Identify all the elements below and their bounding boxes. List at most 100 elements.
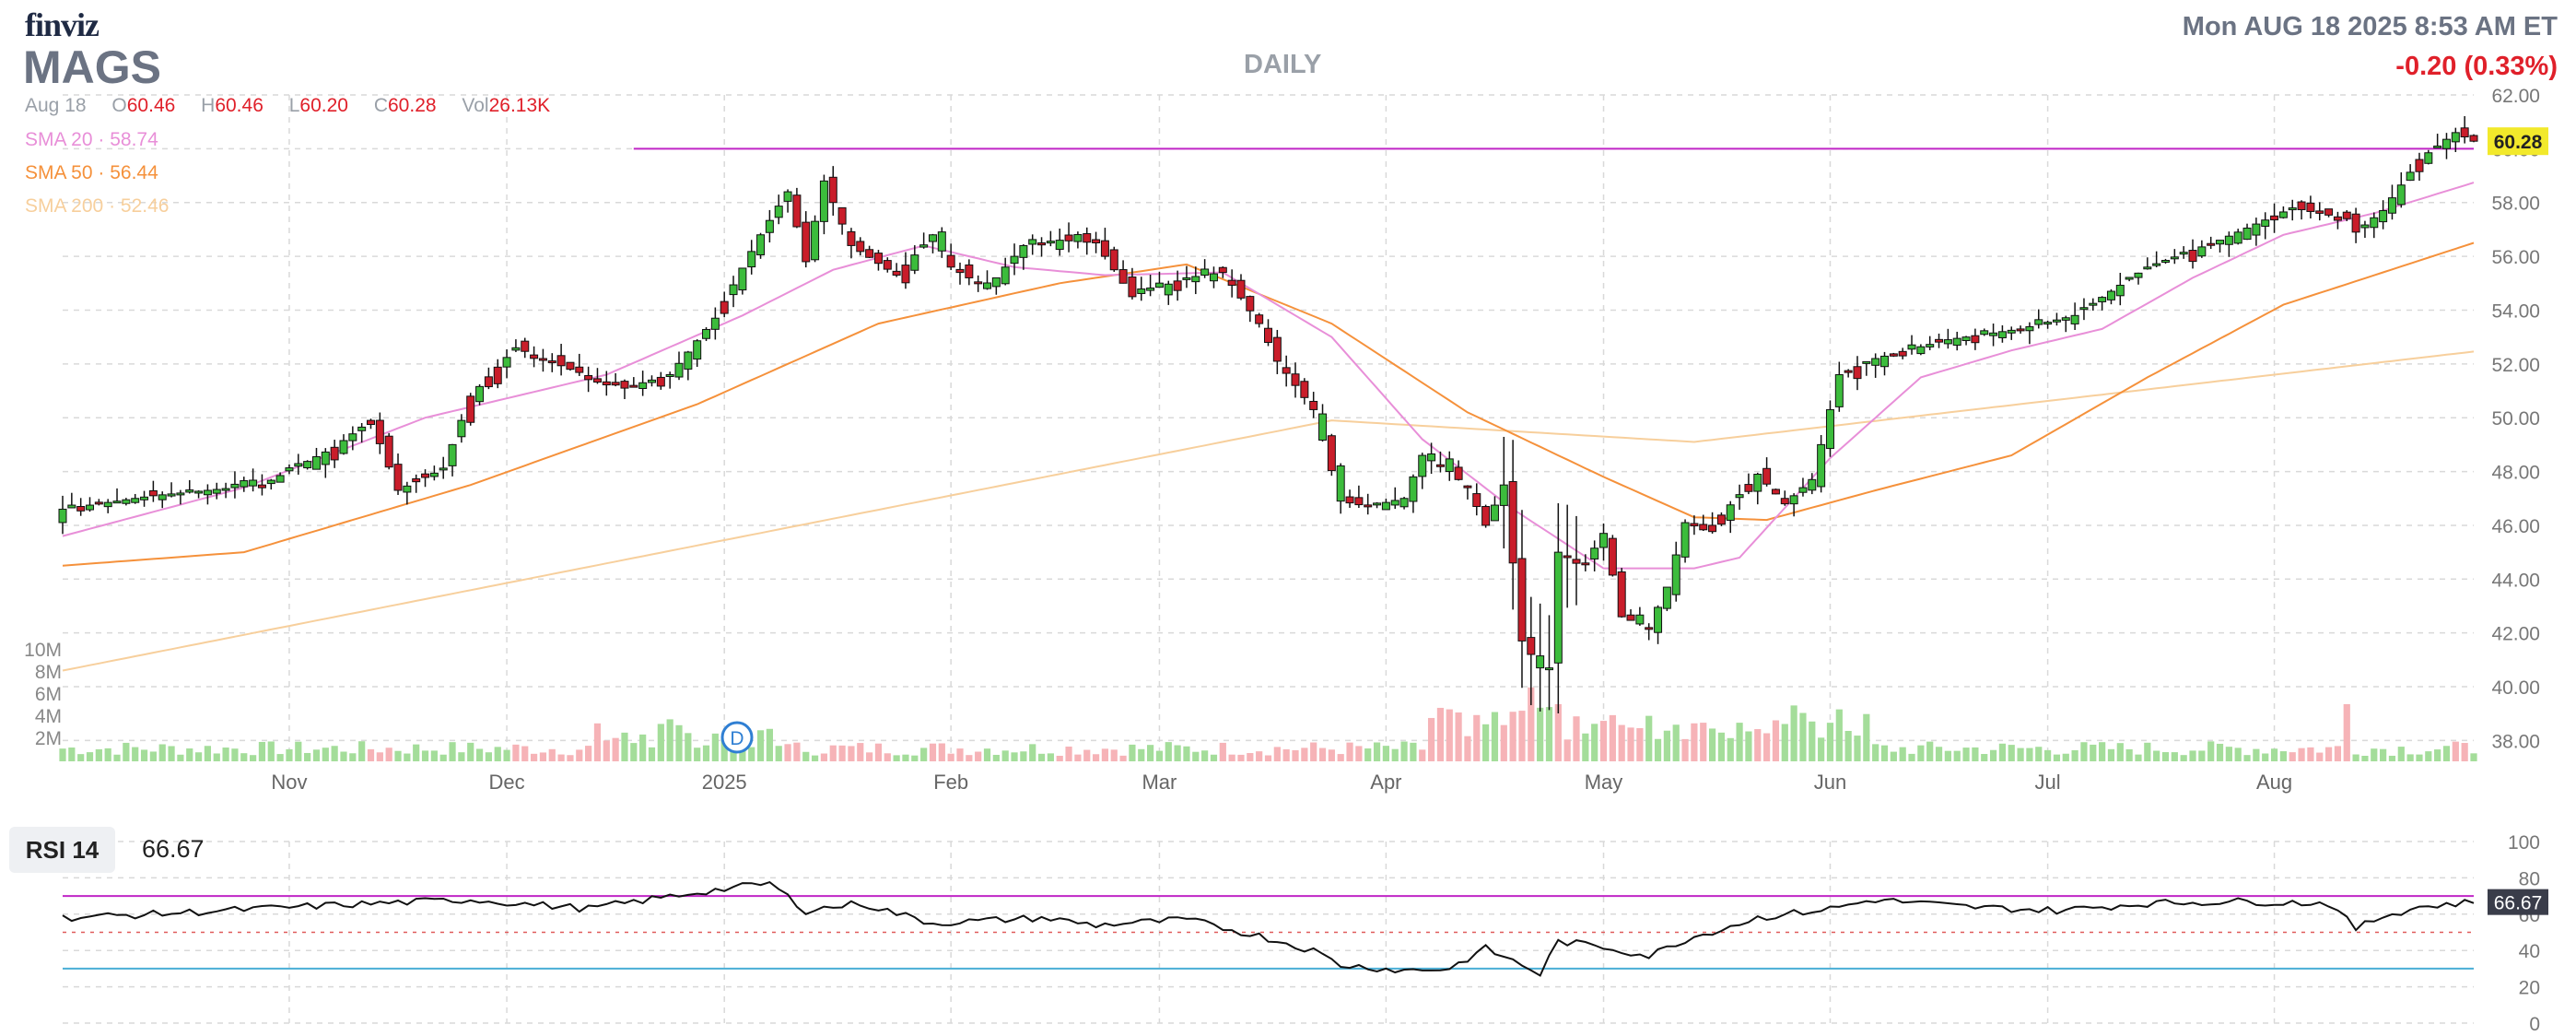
candle-body [919,244,929,248]
volume-bar [194,752,203,761]
sma50-legend[interactable]: SMA 50 · 56.44 [25,162,158,183]
volume-bar [177,754,184,761]
candle-body [1336,465,1345,502]
volume-bar [1700,723,1707,761]
candle-body [2143,266,2152,270]
volume-bar [521,746,529,761]
candle-body [756,234,766,255]
volume-bar [1491,712,1499,761]
volume-bar [304,752,311,761]
timeframe-label[interactable]: DAILY [1244,50,1322,79]
candle-body [2387,197,2396,214]
volume-bar [340,751,347,761]
candle-body [1662,586,1671,609]
volume-bar [1110,749,1118,761]
candle-body [1572,559,1581,564]
volume-bar [1736,723,1743,761]
volume-bar [621,732,628,761]
volume-bar [394,750,402,761]
price-tick-label: 50.00 [2491,408,2540,430]
candle-body [1517,558,1527,642]
volume-bar [1717,732,1726,761]
candle-body [865,249,874,258]
volume-bar [1663,730,1670,761]
volume-bar [1011,752,1018,761]
candle-body [620,381,629,389]
candle-body [2306,202,2315,212]
volume-bar [376,752,383,761]
volume-bar [1880,745,1889,761]
candle-body [2179,252,2188,255]
volume-bar [866,752,873,761]
volume-bar [983,748,991,761]
candle-body [1862,360,1871,364]
ticker-symbol: MAGS [23,41,161,93]
volume-bar [1264,755,1272,761]
candle-body [1046,241,1055,244]
price-tick-label: 52.00 [2491,355,2540,376]
volume-bar [2053,754,2061,761]
candle-body [1345,496,1354,504]
candle-body [1599,533,1609,548]
candle-body [2098,297,2107,302]
price-change: -0.20 (0.33%) [2395,52,2558,81]
rsi-label[interactable]: RSI 14 [9,827,115,873]
volume-bar [140,749,148,761]
volume-bar [1790,705,1797,761]
candle-body [502,357,511,368]
price-tick-label: 56.00 [2491,247,2540,268]
volume-bar [2442,746,2451,761]
volume-bar [1953,750,1961,761]
candle-body [275,475,285,483]
volume-bar [966,755,973,761]
volume-bar [947,753,954,761]
candle-body [611,382,620,386]
volume-bar [59,748,66,761]
volume-bar [1446,709,1453,761]
candle-body [2406,171,2415,182]
rsi-last-badge [2488,889,2548,915]
candle-body [1164,283,1173,296]
candle-body [1100,240,1109,257]
candle-body [194,490,204,494]
sma200-legend[interactable]: SMA 200 · 52.46 [25,195,170,217]
volume-bar [1419,749,1426,761]
volume-bar [685,733,692,761]
candle-body [457,419,466,438]
candle-body [367,419,376,426]
volume-bar [639,734,647,761]
candle-body [765,219,774,233]
candle-body [2043,322,2053,325]
candle-body [1291,373,1300,386]
candle-body [1735,494,1744,499]
volume-bar [113,754,121,761]
sma20-legend[interactable]: SMA 20 · 58.74 [25,129,158,150]
finviz-logo[interactable]: finviz [25,6,100,43]
candle-body [1834,374,1844,407]
volume-bar [1672,724,1680,761]
volume-bar [530,753,538,761]
x-tick-label: Apr [1370,771,1401,794]
candle-body [521,340,530,352]
rsi-tick-label: 40 [2519,941,2540,962]
candle-body [1409,476,1418,502]
volume-bar [1101,748,1109,761]
candle-body [2070,314,2079,324]
volume-tick-label: 8M [35,662,62,683]
volume-bar [1500,724,1507,761]
candle-body [1690,523,1699,527]
volume-bar [1826,723,1834,761]
volume-bar [766,728,773,761]
candle-body [538,358,547,361]
volume-bar [204,746,212,761]
candle-body [693,340,702,360]
volume-bar [1573,716,1580,761]
candle-body [1010,255,1019,265]
volume-bar [1972,747,1979,761]
volume-bar [1129,744,1136,761]
volume-bar [2361,755,2369,761]
candle-body [2233,231,2242,244]
volume-bar [2380,748,2387,761]
volume-bar [548,748,556,761]
